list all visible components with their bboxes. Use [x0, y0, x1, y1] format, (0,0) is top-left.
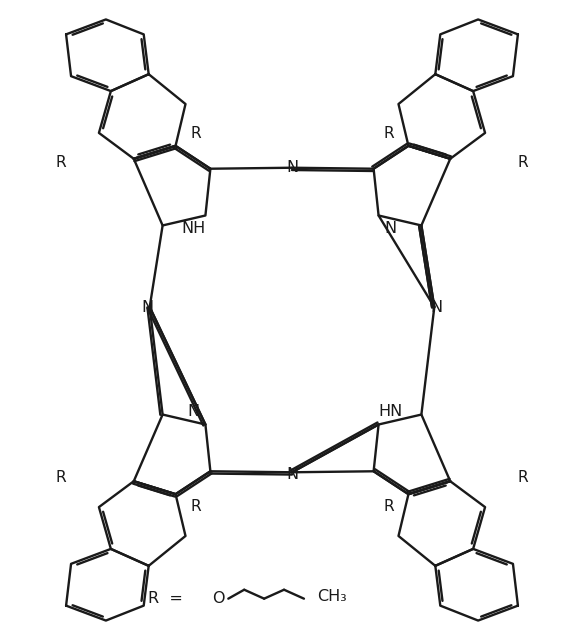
Text: N: N	[286, 160, 298, 175]
Text: R: R	[517, 470, 528, 484]
Text: O: O	[212, 591, 225, 606]
Text: N: N	[286, 467, 298, 482]
Text: HN: HN	[378, 404, 402, 419]
Text: N: N	[430, 300, 442, 315]
Text: R: R	[190, 126, 201, 141]
Text: N: N	[384, 221, 397, 236]
Text: R: R	[56, 470, 67, 484]
Text: R  =: R =	[148, 591, 183, 606]
Text: R: R	[383, 126, 394, 141]
Text: N: N	[187, 404, 200, 419]
Text: CH₃: CH₃	[317, 589, 347, 604]
Text: R: R	[383, 499, 394, 514]
Text: NH: NH	[182, 221, 206, 236]
Text: N: N	[142, 300, 154, 315]
Text: R: R	[517, 156, 528, 170]
Text: R: R	[56, 156, 67, 170]
Text: R: R	[190, 499, 201, 514]
